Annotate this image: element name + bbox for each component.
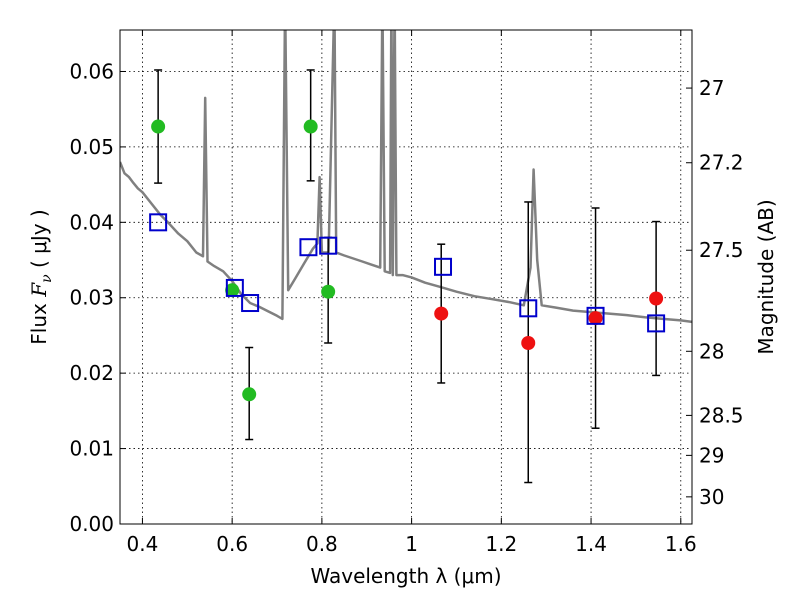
x-tick-label: 0.8	[306, 532, 338, 556]
y-axis-label: Flux Fν ( μJy )	[27, 209, 55, 344]
right-tick-label: 29	[699, 443, 724, 467]
y-axis-label-subscript: ν	[39, 274, 55, 283]
x-tick-label: 1	[405, 532, 418, 556]
data-point	[225, 283, 240, 298]
y-tick-label: 0.06	[69, 59, 114, 83]
model-point	[149, 213, 168, 232]
data-point	[321, 284, 336, 299]
x-tick-label: 1.4	[575, 532, 607, 556]
model-point	[319, 236, 338, 255]
x-tick-label: 0.6	[216, 532, 248, 556]
model-point	[519, 299, 538, 318]
right-tick-label: 27	[699, 76, 724, 100]
data-point	[649, 291, 664, 306]
right-tick-label: 27.5	[699, 238, 744, 262]
right-tick-label: 28.5	[699, 403, 744, 427]
axis-ticks: 0.4 0.6 0.8 1 1.2 1.4 1.6 0.00 0.01 0.02 0.03 0.04 0…	[69, 30, 744, 556]
data-point	[303, 119, 318, 134]
sed-curve-layer	[120, 30, 692, 324]
y-axis-label-unit: ( μJy )	[27, 209, 51, 274]
sed-curve	[120, 30, 692, 324]
data-point	[588, 311, 603, 326]
right-axis-label: Magnitude (AB)	[754, 199, 778, 354]
data-point	[242, 387, 257, 402]
data-point	[521, 335, 536, 350]
model-point	[586, 306, 605, 325]
y-axis-label-prefix: Flux	[27, 297, 51, 345]
data-point	[151, 119, 166, 134]
y-tick-label: 0.04	[69, 210, 114, 234]
model-point	[434, 257, 453, 276]
model-point	[647, 314, 666, 333]
y-tick-label: 0.03	[69, 286, 114, 310]
x-axis-label: Wavelength λ (μm)	[310, 564, 501, 588]
data-point	[434, 306, 449, 321]
right-tick-label: 28	[699, 339, 724, 363]
data-points-layer	[149, 69, 666, 484]
right-tick-label: 30	[699, 485, 724, 509]
x-tick-label: 0.4	[127, 532, 159, 556]
right-tick-label: 27.2	[699, 151, 744, 175]
y-tick-label: 0.01	[69, 437, 114, 461]
x-tick-label: 1.2	[485, 532, 517, 556]
y-axis-label-symbol: F	[27, 282, 51, 298]
y-tick-label: 0.05	[69, 135, 114, 159]
x-tick-label: 1.6	[665, 532, 697, 556]
y-tick-label: 0.00	[69, 512, 114, 536]
model-point	[299, 238, 318, 257]
grid-lines	[120, 30, 692, 524]
model-point	[241, 294, 260, 313]
y-tick-label: 0.02	[69, 361, 114, 385]
model-point	[225, 278, 244, 297]
plot-frame	[119, 29, 693, 525]
